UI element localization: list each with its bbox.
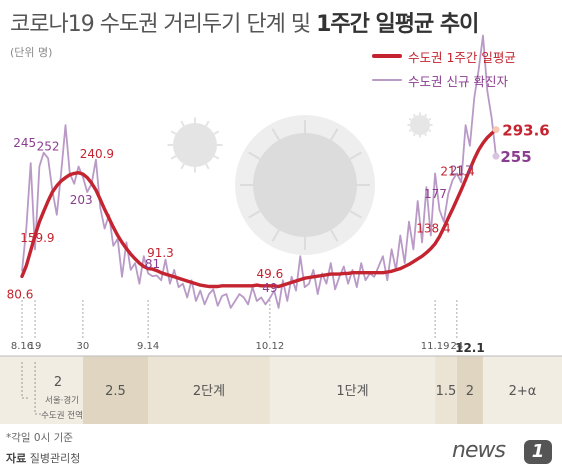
virus-spike — [428, 129, 432, 133]
avg-end-marker — [492, 126, 500, 134]
avg-data-label: 211.4 — [440, 165, 474, 179]
series-lines — [20, 34, 500, 309]
legend-label-avg: 수도권 1주간 일평균 — [408, 49, 516, 65]
phase-band — [269, 356, 436, 424]
phase-label: 2 — [466, 384, 474, 399]
new-data-label: 217 — [450, 163, 473, 177]
virus-spike — [330, 229, 339, 242]
virus-spike — [424, 113, 428, 117]
logo-badge: 1 — [524, 440, 552, 464]
phase-band — [482, 356, 562, 424]
virus-spike — [205, 163, 210, 170]
phase-label: 2+α — [509, 384, 537, 399]
phase-label: 2 — [54, 375, 62, 390]
title-part-2: 1주간 일평균 추이 — [316, 12, 479, 37]
series-new-cases — [21, 34, 497, 309]
news1-logo: news 1 — [452, 436, 556, 468]
source: 자료 질병관리청 — [6, 450, 80, 466]
virus-spike — [349, 210, 362, 219]
virus-spike — [424, 133, 428, 137]
virus-spike — [408, 129, 412, 133]
new-data-label: 81 — [145, 257, 160, 271]
phase-sublabel: 수도권 전역 — [41, 410, 83, 421]
avg-data-label: 159.9 — [20, 231, 54, 245]
logo-text: news — [452, 438, 506, 463]
new-data-label: 203 — [70, 193, 93, 207]
avg-data-label: 91.3 — [147, 246, 174, 260]
avg-data-label: 49.6 — [257, 267, 284, 281]
virus-icon — [253, 133, 357, 237]
series-weekly-average — [20, 127, 498, 289]
virus-spike — [213, 155, 220, 160]
x-tick-label: 10.12 — [256, 341, 285, 352]
guide-lines — [0, 300, 562, 357]
virus-spike — [205, 120, 210, 127]
virus-spike — [271, 128, 280, 141]
avg-data-label: 138.4 — [416, 222, 450, 236]
title-part-1: 코로나19 수도권 거리두기 단계 및 — [10, 12, 317, 37]
new-data-label: 252 — [37, 139, 60, 153]
page-title: 코로나19 수도권 거리두기 단계 및 1주간 일평균 추이 — [10, 6, 479, 38]
legend: 수도권 1주간 일평균 수도권 신규 확진자 — [372, 44, 516, 92]
source-value: 질병관리청 — [29, 452, 81, 465]
new-end-marker — [492, 152, 500, 160]
x-tick-label: 24 — [450, 341, 463, 352]
current-date-label: 12.1 — [455, 341, 485, 355]
phase-label: 1.5 — [436, 384, 457, 399]
phase-band — [82, 356, 149, 424]
virus-spike — [349, 151, 362, 160]
new-data-label: 49 — [262, 281, 277, 295]
virus-spike — [180, 120, 185, 127]
virus-spike — [248, 210, 261, 219]
virus-spike — [412, 133, 416, 137]
legend-swatch-avg — [372, 54, 402, 58]
virus-decoration — [167, 112, 433, 255]
virus-spike — [248, 151, 261, 160]
virus-spike — [428, 117, 432, 121]
virus-spike — [412, 113, 416, 117]
avg-data-label: 293.6 — [502, 122, 549, 140]
phase-band — [0, 356, 83, 424]
legend-label-new: 수도권 신규 확진자 — [408, 73, 508, 89]
virus-icon — [173, 123, 217, 167]
virus-spike — [271, 229, 280, 242]
phase-sublabel: 서울·경기 — [45, 395, 79, 406]
data-labels: 80.6 159.9 240.9 91.3 49.6 138.4 211.4 293.6 245… — [7, 122, 550, 302]
phase-label: 2단계 — [193, 384, 225, 399]
avg-data-label: 240.9 — [80, 147, 114, 161]
unit-label: (단위 명) — [10, 46, 53, 59]
phase-band — [148, 356, 270, 424]
new-data-label: 245 — [13, 136, 36, 150]
phase-label: 2.5 — [105, 384, 126, 399]
x-tick-label: 11.19 — [421, 341, 450, 352]
virus-spike — [330, 128, 339, 141]
phase-band — [435, 356, 457, 424]
legend-item-avg: 수도권 1주간 일평균 — [372, 44, 516, 68]
legend-item-new: 수도권 신규 확진자 — [372, 68, 516, 92]
x-tick-label: 30 — [77, 341, 90, 352]
virus-spike — [170, 130, 177, 135]
virus-spike — [213, 130, 220, 135]
new-data-label: 255 — [500, 148, 531, 166]
source-key: 자료 — [6, 452, 27, 465]
phase-label: 1단계 — [336, 384, 368, 399]
virus-spike — [408, 117, 412, 121]
x-tick-label: 8.16 — [11, 341, 33, 352]
virus-spike — [170, 155, 177, 160]
x-tick-label: 19 — [29, 341, 42, 352]
legend-swatch-new — [372, 79, 402, 81]
footnote: *각일 0시 기준 — [6, 432, 73, 444]
x-tick-label: 9.14 — [137, 341, 159, 352]
new-data-label: 177 — [424, 187, 447, 201]
virus-spike — [180, 163, 185, 170]
phase-band — [456, 356, 483, 424]
virus-icon — [410, 115, 430, 135]
avg-data-label: 80.6 — [7, 287, 34, 301]
